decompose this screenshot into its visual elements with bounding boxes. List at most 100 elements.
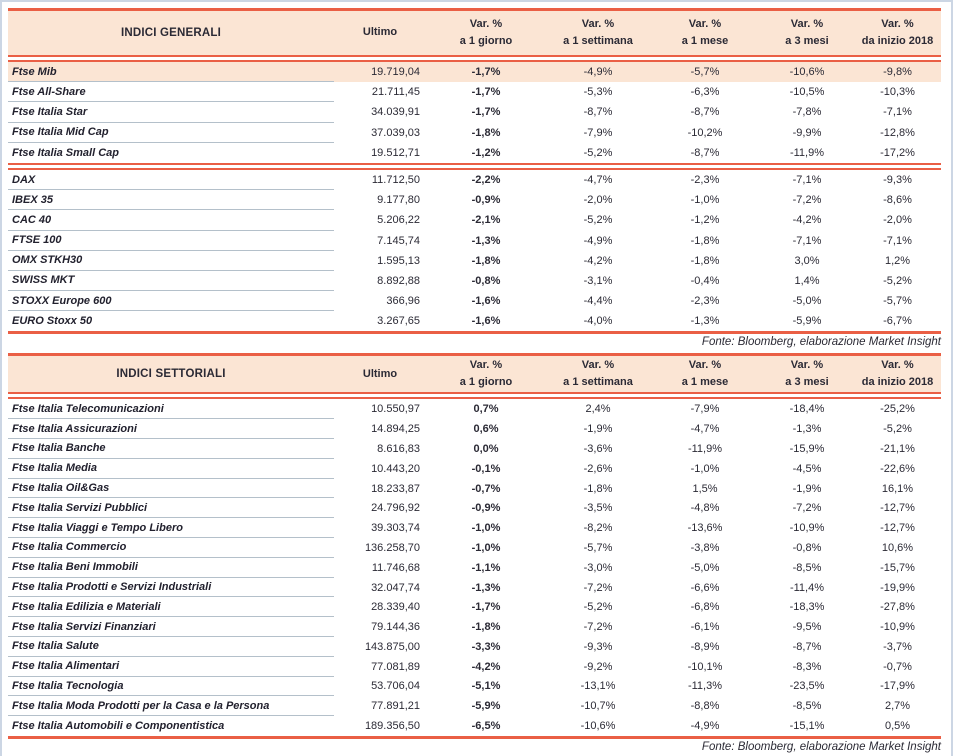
value-var-1-mese: -6,8%: [690, 601, 720, 614]
value-var-1-mese: -8,7%: [690, 146, 720, 159]
value-var-da-inizio-2018: -10,3%: [880, 86, 915, 99]
value-var-1-giorno: -0,1%: [471, 462, 501, 475]
value-var-da-inizio-2018: -9,8%: [883, 66, 912, 79]
value-ultimo: 32.047,74: [371, 581, 420, 594]
value-var-1-mese: -7,9%: [690, 403, 720, 416]
value-var-1-mese: -1,8%: [690, 234, 720, 247]
value-var-da-inizio-2018: -9,3%: [883, 174, 912, 187]
table-title: INDICI SETTORIALI: [116, 368, 226, 381]
value-var-3-mesi: -7,2%: [792, 194, 822, 207]
value-var-da-inizio-2018: -6,7%: [883, 315, 912, 328]
value-var-1-giorno: -1,0%: [471, 541, 501, 554]
value-var-3-mesi: -8,7%: [792, 640, 822, 653]
value-var-1-giorno: -1,6%: [471, 315, 501, 328]
value-var-1-mese: -2,3%: [690, 295, 720, 308]
index-label: Ftse Italia Telecomunicazioni: [8, 399, 334, 420]
index-label: Ftse Italia Banche: [8, 439, 334, 459]
value-var-3-mesi: -18,3%: [789, 601, 825, 614]
value-var-1-settimana: -3,5%: [583, 502, 613, 515]
table-row: IBEX 35 9.177,80 -0,9% -2,0% -1,0% -7,2% -8,6%: [8, 190, 941, 211]
index-label: Ftse Italia Beni Immobili: [8, 558, 334, 578]
value-var-3-mesi: -7,1%: [792, 174, 822, 187]
value-ultimo: 3.267,65: [377, 315, 420, 328]
source-note: Fonte: Bloomberg, elaborazione Market In…: [701, 336, 941, 349]
column-header-ultimo: Ultimo: [362, 367, 398, 380]
value-var-1-giorno: -0,7%: [471, 482, 501, 495]
general-indices-header: INDICI GENERALI Ultimo Var. % a 1 giorno…: [8, 11, 941, 55]
value-var-1-mese: -1,2%: [690, 214, 720, 227]
index-label: Ftse Italia Mid Cap: [8, 123, 334, 143]
value-var-1-mese: -1,3%: [690, 315, 720, 328]
value-ultimo: 136.258,70: [364, 541, 420, 554]
index-label: Ftse Italia Star: [8, 102, 334, 123]
value-var-da-inizio-2018: -22,6%: [880, 462, 915, 475]
value-var-1-mese: -1,8%: [690, 254, 720, 267]
index-label: IBEX 35: [8, 190, 334, 211]
index-label: Ftse Italia Small Cap: [12, 146, 119, 159]
index-label: Ftse All-Share: [8, 82, 334, 103]
value-ultimo: 19.719,04: [371, 66, 420, 79]
value-var-1-giorno: 0,7%: [473, 403, 499, 416]
value-ultimo: 37.039,03: [371, 126, 420, 139]
table-top-rule: [8, 353, 941, 357]
index-label: Ftse Italia Alimentari: [8, 657, 334, 677]
value-var-1-settimana: -4,4%: [583, 295, 613, 308]
value-var-1-giorno: -1,7%: [471, 106, 501, 119]
value-var-da-inizio-2018: -12,7%: [880, 502, 915, 515]
value-ultimo: 189.356,50: [364, 720, 420, 733]
value-var-da-inizio-2018: -8,6%: [883, 194, 912, 207]
group-divider-rule: [8, 162, 941, 170]
column-header-var-1-mese: Var. % a 1 mese: [681, 17, 729, 47]
table-row: FTSE 100 7.145,74 -1,3% -4,9% -1,8% -7,1% -7,1…: [8, 231, 941, 251]
value-var-1-giorno: -5,1%: [471, 680, 501, 693]
value-ultimo: 24.796,92: [371, 502, 420, 515]
index-label: Ftse Italia Tecnologia: [8, 677, 334, 697]
value-var-3-mesi: -7,2%: [792, 502, 822, 515]
value-ultimo: 34.039,91: [371, 106, 420, 119]
value-var-1-mese: -6,6%: [690, 581, 720, 594]
value-var-3-mesi: -7,8%: [792, 106, 822, 119]
index-label: EURO Stoxx 50: [12, 315, 93, 328]
value-var-1-mese: -11,9%: [687, 442, 723, 455]
value-var-1-mese: -4,9%: [690, 720, 720, 733]
index-label: OMX STKH30: [8, 251, 334, 271]
international-indices-group: DAX 11.712,50 -2,2% -4,7% -2,3% -7,1% -9,3% IBE…: [8, 170, 941, 332]
value-var-1-mese: -1,0%: [690, 194, 720, 207]
value-var-1-mese: -13,6%: [687, 522, 723, 535]
value-var-3-mesi: -4,2%: [792, 214, 822, 227]
value-var-3-mesi: -10,9%: [789, 522, 825, 535]
column-header-var-1-giorno: Var. % a 1 giorno: [459, 359, 513, 389]
column-header-var-da-inizio-2018: Var. % da inizio 2018: [861, 359, 934, 389]
value-var-1-giorno: 0,6%: [473, 423, 499, 436]
value-var-3-mesi: -7,1%: [792, 234, 822, 247]
value-var-da-inizio-2018: -19,9%: [880, 581, 915, 594]
table-row: Ftse Italia Star 34.039,91 -1,7% -8,7% -8,7%…: [8, 102, 941, 123]
table-row: Ftse Italia Alimentari 77.081,89 -4,2% -9,2…: [8, 657, 941, 677]
italian-indices-group: Ftse Mib 19.719,04 -1,7% -4,9% -5,7% -10,6% -9…: [8, 62, 941, 163]
value-var-1-mese: -8,7%: [690, 106, 720, 119]
value-var-da-inizio-2018: -5,7%: [883, 295, 912, 308]
table-row: SWISS MKT 8.892,88 -0,8% -3,1% -0,4% 1,4% -5,2…: [8, 271, 941, 292]
value-var-1-giorno: -2,1%: [471, 214, 501, 227]
table-row: STOXX Europe 600 366,96 -1,6% -4,4% -2,3% -5,…: [8, 291, 941, 312]
value-var-1-giorno: -0,8%: [471, 274, 501, 287]
index-label: Ftse Italia Viaggi e Tempo Libero: [8, 518, 334, 539]
value-var-1-settimana: -10,6%: [580, 720, 616, 733]
value-ultimo: 9.177,80: [377, 194, 420, 207]
table-row: Ftse Italia Prodotti e Servizi Industria…: [8, 578, 941, 598]
value-var-1-giorno: -1,0%: [471, 522, 501, 535]
value-var-1-giorno: -5,9%: [471, 700, 501, 713]
value-var-da-inizio-2018: 0,5%: [884, 720, 911, 733]
value-var-da-inizio-2018: -7,1%: [883, 106, 912, 119]
column-header-var-da-inizio-2018: Var. % da inizio 2018: [861, 17, 934, 47]
value-var-3-mesi: -10,6%: [789, 66, 825, 79]
value-var-3-mesi: -15,1%: [789, 720, 825, 733]
index-label: Ftse Italia Assicurazioni: [8, 419, 334, 440]
index-label: Ftse Italia Moda Prodotti per la Casa e …: [8, 696, 334, 717]
value-var-1-settimana: -4,7%: [583, 174, 613, 187]
value-ultimo: 39.303,74: [371, 522, 420, 535]
table-row: OMX STKH30 1.595,13 -1,8% -4,2% -1,8% 3,0% 1,2…: [8, 251, 941, 271]
value-var-1-mese: -1,0%: [690, 462, 720, 475]
value-ultimo: 77.891,21: [371, 700, 420, 713]
sector-indices-header: INDICI SETTORIALI Ultimo Var. % a 1 gior…: [8, 356, 941, 393]
